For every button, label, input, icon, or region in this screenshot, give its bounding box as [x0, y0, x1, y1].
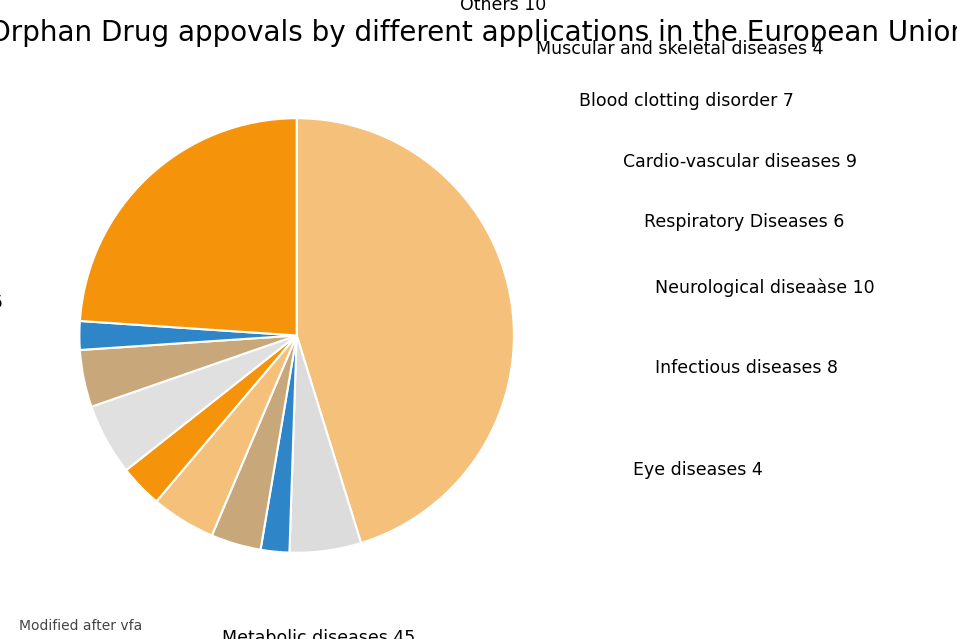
- Wedge shape: [79, 118, 297, 335]
- Text: Metabolic diseases 45: Metabolic diseases 45: [222, 629, 415, 639]
- Text: Blood clotting disorder 7: Blood clotting disorder 7: [579, 92, 794, 110]
- Text: Muscular and skeletal diseases 4: Muscular and skeletal diseases 4: [536, 40, 823, 58]
- Text: Neurological diseaàse 10: Neurological diseaàse 10: [656, 279, 875, 297]
- Text: Others 10: Others 10: [459, 0, 545, 14]
- Text: Respiratory Diseases 6: Respiratory Diseases 6: [644, 213, 845, 231]
- Text: Orphan Drug appovals by different applications in the European Union: Orphan Drug appovals by different applic…: [0, 19, 957, 47]
- Wedge shape: [211, 335, 297, 550]
- Wedge shape: [92, 335, 297, 470]
- Text: Eye diseases 4: Eye diseases 4: [634, 461, 763, 479]
- Wedge shape: [126, 335, 297, 502]
- Wedge shape: [79, 321, 297, 350]
- Wedge shape: [156, 335, 297, 535]
- Text: Infectious diseases 8: Infectious diseases 8: [656, 359, 838, 377]
- Text: Cardio-vascular diseases 9: Cardio-vascular diseases 9: [623, 153, 857, 171]
- Wedge shape: [79, 335, 297, 407]
- Wedge shape: [289, 335, 361, 553]
- Wedge shape: [297, 118, 514, 543]
- Text: Modified after vfa: Modified after vfa: [19, 619, 143, 633]
- Wedge shape: [260, 335, 297, 553]
- Text: Cancer 85: Cancer 85: [0, 294, 4, 312]
